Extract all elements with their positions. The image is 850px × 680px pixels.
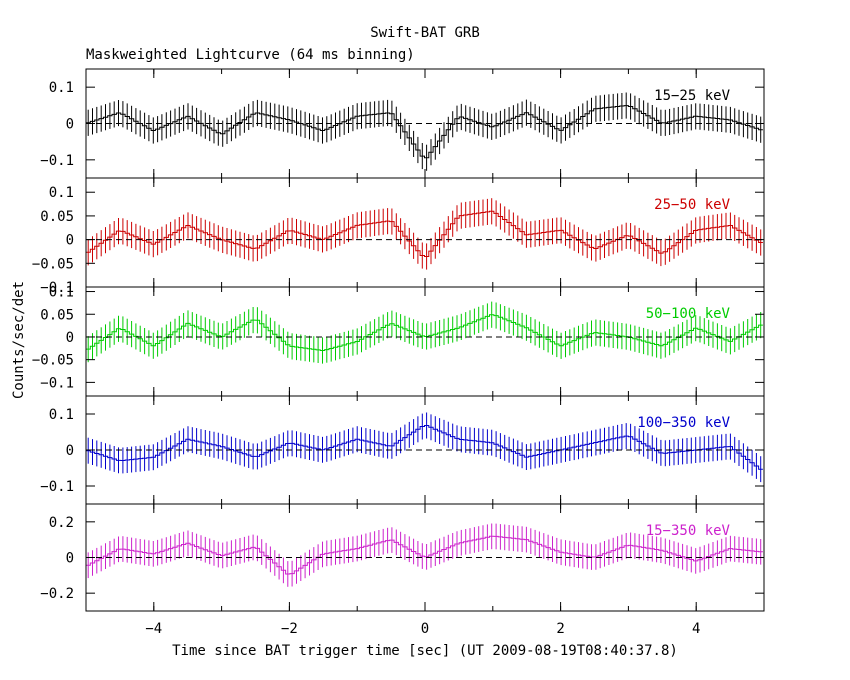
chart-title: Swift-BAT GRB: [370, 25, 480, 41]
series-line: [86, 210, 763, 257]
series-label: 100−350 keV: [637, 415, 730, 431]
y-tick-label: −0.1: [40, 375, 74, 391]
panels-group: −0.1 0 0.1 15−25 keV −0.1 −0.05 0 0.05 0.1 25−50 …: [32, 68, 765, 637]
y-tick-label: 0.05: [40, 307, 74, 323]
series-label: 25−50 keV: [654, 197, 730, 213]
y-tick-label: −0.2: [40, 586, 74, 602]
y-axis-label: Counts/sec/det: [11, 281, 27, 399]
y-tick-label: 0: [66, 330, 74, 346]
y-tick-label: 0.1: [49, 407, 74, 423]
y-tick-label: 0.1: [49, 185, 74, 201]
series-line: [86, 425, 763, 470]
series-label: 15−25 keV: [654, 88, 730, 104]
y-tick-label: 0: [66, 443, 74, 459]
y-tick-label: 0.05: [40, 209, 74, 225]
y-tick-label: −0.1: [40, 153, 74, 169]
x-tick-label: 0: [421, 621, 429, 637]
x-tick-label: −4: [145, 621, 162, 637]
panel-frame: [85, 286, 765, 397]
series-label: 15−350 keV: [646, 523, 731, 539]
y-tick-label: 0.1: [49, 80, 74, 96]
y-tick-label: −0.1: [40, 280, 74, 296]
y-tick-label: −0.05: [32, 353, 74, 369]
series-label: 50−100 keV: [646, 306, 731, 322]
x-tick-label: −2: [281, 621, 298, 637]
y-tick-label: 0: [66, 233, 74, 249]
chart-subtitle: Maskweighted Lightcurve (64 ms binning): [86, 47, 415, 63]
y-tick-label: 0: [66, 551, 74, 567]
x-tick-label: 4: [692, 621, 700, 637]
y-tick-label: 0.1: [49, 285, 74, 301]
x-axis-label: Time since BAT trigger time [sec] (UT 20…: [172, 643, 678, 659]
x-tick-label: 2: [556, 621, 564, 637]
y-tick-label: 0: [66, 117, 74, 133]
y-tick-label: −0.05: [32, 256, 74, 272]
y-tick-label: −0.1: [40, 479, 74, 495]
y-tick-label: 0.2: [49, 515, 74, 531]
series-line: [86, 535, 763, 575]
series-line: [86, 314, 763, 351]
